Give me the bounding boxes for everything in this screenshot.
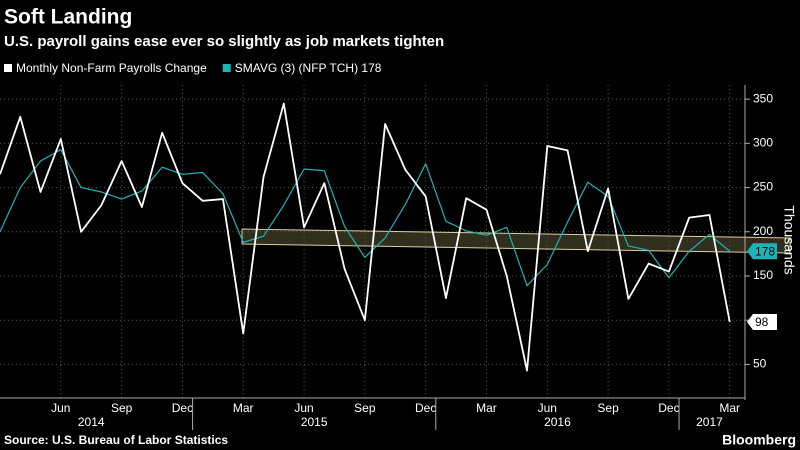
y-tick-label: 200 xyxy=(753,224,773,238)
source: Source: U.S. Bureau of Labor Statistics xyxy=(4,433,228,447)
y-tick-label: 250 xyxy=(753,180,773,194)
year-label: 2017 xyxy=(696,415,723,429)
chart-title: Soft Landing xyxy=(4,6,132,29)
legend-swatch xyxy=(4,64,12,72)
y-tick-label: 150 xyxy=(753,268,773,282)
year-label: 2014 xyxy=(78,415,105,429)
legend-label: Monthly Non-Farm Payrolls Change xyxy=(16,61,207,75)
footer xyxy=(0,431,800,450)
series-line xyxy=(0,148,731,287)
x-tick-label: Sep xyxy=(111,401,133,415)
x-tick-label: Jun xyxy=(538,401,557,415)
y-tick-label: 300 xyxy=(753,136,773,150)
x-tick-label: Dec xyxy=(172,401,193,415)
y-axis-label: Thousands xyxy=(781,205,797,274)
x-tick-label: Sep xyxy=(354,401,376,415)
x-tick-label: Mar xyxy=(719,401,740,415)
end-label: 178 xyxy=(755,244,775,258)
x-tick-label: Sep xyxy=(597,401,619,415)
brand: Bloomberg xyxy=(722,432,796,448)
y-tick-label: 350 xyxy=(753,91,773,105)
y-tick-label: 50 xyxy=(753,357,767,371)
x-tick-label: Mar xyxy=(476,401,497,415)
legend-label: SMAVG (3) (NFP TCH) 178 xyxy=(235,61,382,75)
year-label: 2016 xyxy=(544,415,571,429)
x-tick-label: Jun xyxy=(51,401,70,415)
end-label: 98 xyxy=(755,315,769,329)
year-label: 2015 xyxy=(301,415,328,429)
series-line xyxy=(0,102,731,372)
x-tick-label: Dec xyxy=(415,401,436,415)
chart-subtitle: U.S. payroll gains ease ever so slightly… xyxy=(4,33,444,50)
legend-swatch xyxy=(222,64,231,72)
x-tick-label: Dec xyxy=(658,401,679,415)
end-label-box xyxy=(747,313,777,330)
x-tick-label: Mar xyxy=(233,401,254,415)
x-tick-label: Jun xyxy=(294,401,313,415)
end-label-box xyxy=(747,243,777,260)
